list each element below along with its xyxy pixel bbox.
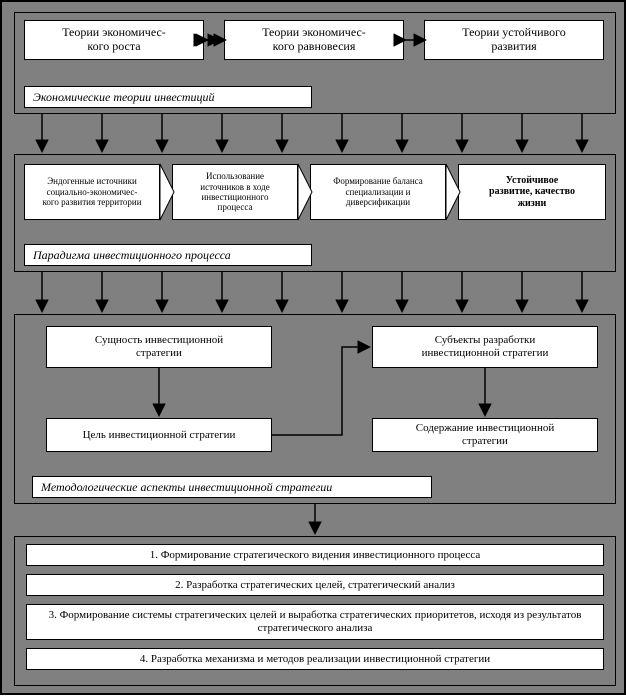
box-goal: Цель инвестиционной стратегии [46,418,272,452]
box-subjects: Субъекты разработки инвестиционной страт… [372,326,598,368]
diagram-canvas: Теории экономичес- кого роста Теории эко… [0,0,626,695]
box-sustainable-theory: Теории устойчивого развития [424,20,604,60]
box-essence: Сущность инвестиционной стратегии [46,326,272,368]
step-2: 2. Разработка стратегических целей, стра… [26,574,604,596]
caption-methodology: Методологические аспекты инвестиционной … [32,476,432,498]
caption-theories: Экономические теории инвестиций [24,86,312,108]
step-3: 3. Формирование системы стратегических ц… [26,604,604,640]
chev-4: Устойчивое развитие, качество жизни [458,164,606,220]
chev-2: Использование источников в ходе инвестиц… [172,164,298,220]
step-4: 4. Разработка механизма и методов реализ… [26,648,604,670]
chev-3: Формирование баланса специализации и див… [310,164,446,220]
step-1: 1. Формирование стратегического видения … [26,544,604,566]
chev-1: Эндогенные источники социально-экономиче… [24,164,160,220]
box-equilibrium-theory: Теории экономичес- кого равновесия [224,20,404,60]
caption-paradigm: Парадигма инвестиционного процесса [24,244,312,266]
box-content: Содержание инвестиционной стратегии [372,418,598,452]
box-growth-theory: Теории экономичес- кого роста [24,20,204,60]
